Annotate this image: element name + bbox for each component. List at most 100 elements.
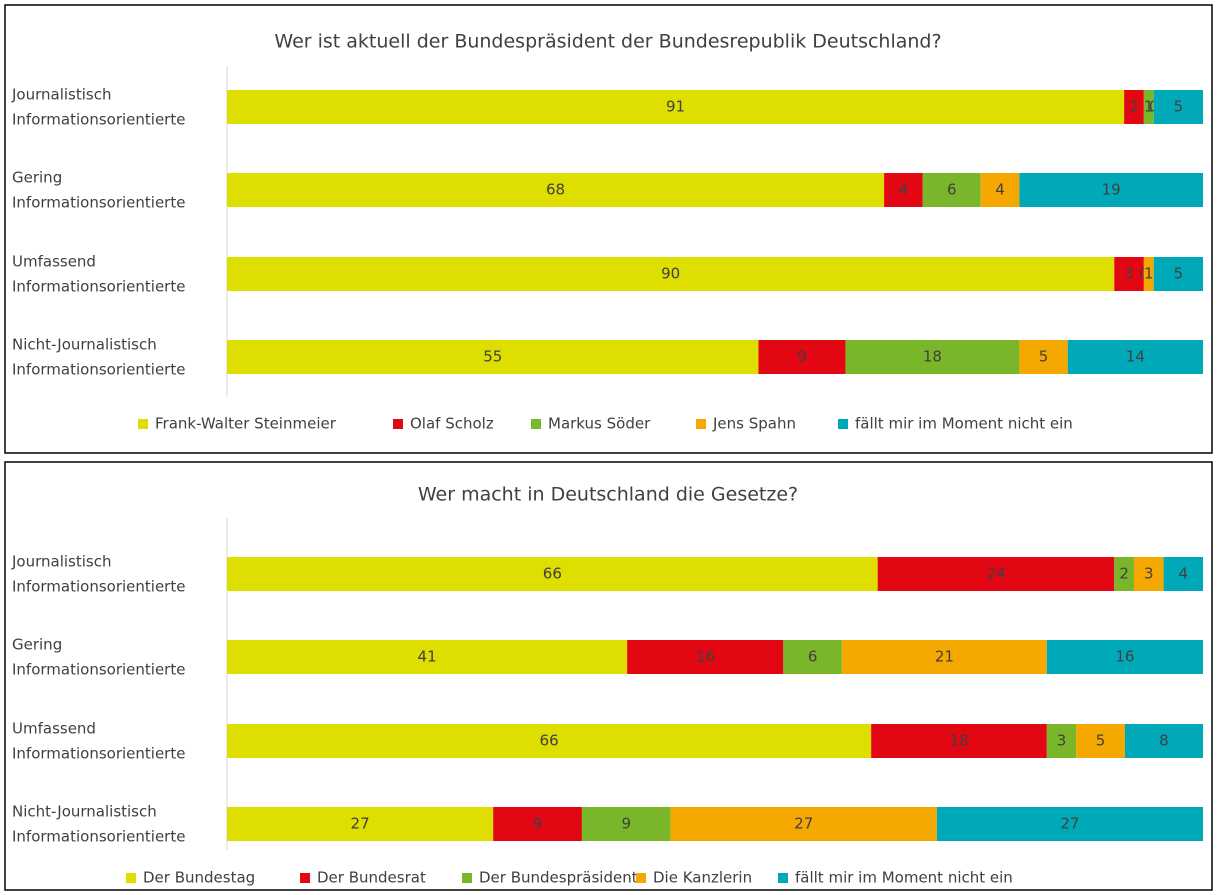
data-label: 24 [986,565,1005,583]
legend-swatch [300,873,310,883]
chart-title: Wer ist aktuell der Bundespräsident der … [274,31,941,53]
category-line: Informationsorientierte [12,360,185,378]
bar-segment [980,173,1020,207]
bar-segment [227,257,1115,291]
bar-segment [845,340,1020,374]
legend-swatch [462,873,472,883]
data-label: 2 [1119,565,1129,583]
data-label: 18 [949,732,968,750]
bar-segment [493,807,582,841]
bar-segment [227,173,885,207]
data-label: 66 [540,732,559,750]
data-label: 6 [808,648,818,666]
legend-label: fällt mir im Moment nicht ein [855,415,1073,433]
data-label: 68 [546,181,565,199]
data-label: 9 [797,348,807,366]
category-label: Journalistisch Informationsorientierte [11,85,185,128]
category-line: Informationsorientierte [12,744,185,762]
data-label: 14 [1126,348,1145,366]
category-line: Informationsorientierte [12,577,185,595]
bar-segment [936,807,1203,841]
data-label: 5 [1096,732,1106,750]
legend-label: Die Kanzlerin [653,869,752,887]
legend-swatch [393,419,403,429]
category-line: Informationsorientierte [12,827,185,845]
category-line: Umfassend [12,252,96,270]
category-line: Journalistisch [11,85,111,103]
data-label: 3 [1124,265,1134,283]
data-label: 90 [661,265,680,283]
bar-segment [871,724,1047,758]
bar-segment [841,640,1047,674]
data-label: 55 [483,348,502,366]
bar-segment [1076,724,1125,758]
category-line: Informationsorientierte [12,193,185,211]
legend-label: Jens Spahn [712,415,796,433]
data-label: 6 [947,181,957,199]
legend-swatch [778,873,788,883]
category-label: Journalistisch Informationsorientierte [11,552,185,595]
data-label: 66 [543,565,562,583]
legend-swatch [838,419,848,429]
bar-segment [670,807,937,841]
bar-segment [922,173,981,207]
category-label: Umfassend Informationsorientierte [12,719,185,762]
category-line: Gering [12,635,62,653]
category-line: Informationsorientierte [12,277,185,295]
category-line: Umfassend [12,719,96,737]
bar-segment [877,557,1115,591]
legend-swatch [696,419,706,429]
bar-segment [1046,640,1203,674]
chart-title: Wer macht in Deutschland die Gesetze? [418,484,798,506]
legend-swatch [126,873,136,883]
bar-segment [227,557,878,591]
category-line: Nicht-Journalistisch [12,335,157,353]
data-label: 5 [1174,265,1184,283]
bar-segment [227,807,494,841]
data-label: 19 [1102,181,1121,199]
bar-segment [1133,557,1164,591]
bar-segment [783,640,842,674]
data-label: 91 [666,98,685,116]
data-label: 27 [351,815,370,833]
bar-segment [227,640,628,674]
category-line: Gering [12,168,62,186]
legend-label: Der Bundesrat [317,869,426,887]
bar-segment [1153,257,1203,291]
bar-segment [884,173,923,207]
data-label: 1 [1144,265,1154,283]
legend-swatch [636,873,646,883]
data-label: 1 [1144,98,1154,116]
data-label: 21 [935,648,954,666]
category-label: Umfassend Informationsorientierte [12,252,185,295]
bar-segment [1046,724,1077,758]
bar-segment [1067,340,1203,374]
legend-label: Olaf Scholz [410,415,494,433]
legend-label: Der Bundespräsident [479,869,638,887]
data-label: 27 [1060,815,1079,833]
category-line: Informationsorientierte [12,660,185,678]
data-label: 3 [1144,565,1154,583]
data-label: 5 [1174,98,1184,116]
bar-segment [1124,90,1144,124]
category-label: Nicht-Journalistisch Informationsorientie… [12,335,185,378]
category-label: Gering Informationsorientierte [12,635,185,678]
data-label: 8 [1159,732,1169,750]
legend-label: fällt mir im Moment nicht ein [795,869,1013,887]
bar-segment [227,340,759,374]
data-label: 3 [1057,732,1067,750]
legend-swatch [531,419,541,429]
data-label: 41 [418,648,437,666]
category-label: Nicht-Journalistisch Informationsorientie… [12,802,185,845]
bar-segment [1143,90,1154,124]
data-label: 27 [794,815,813,833]
bar-segment [227,90,1125,124]
legend-label: Frank-Walter Steinmeier [155,415,337,433]
data-label: 4 [899,181,909,199]
bar-segment [1163,557,1203,591]
bar-segment [1019,173,1203,207]
data-label: 2 [1129,98,1139,116]
chart-frame [4,461,1213,891]
bar-segment [1153,90,1203,124]
